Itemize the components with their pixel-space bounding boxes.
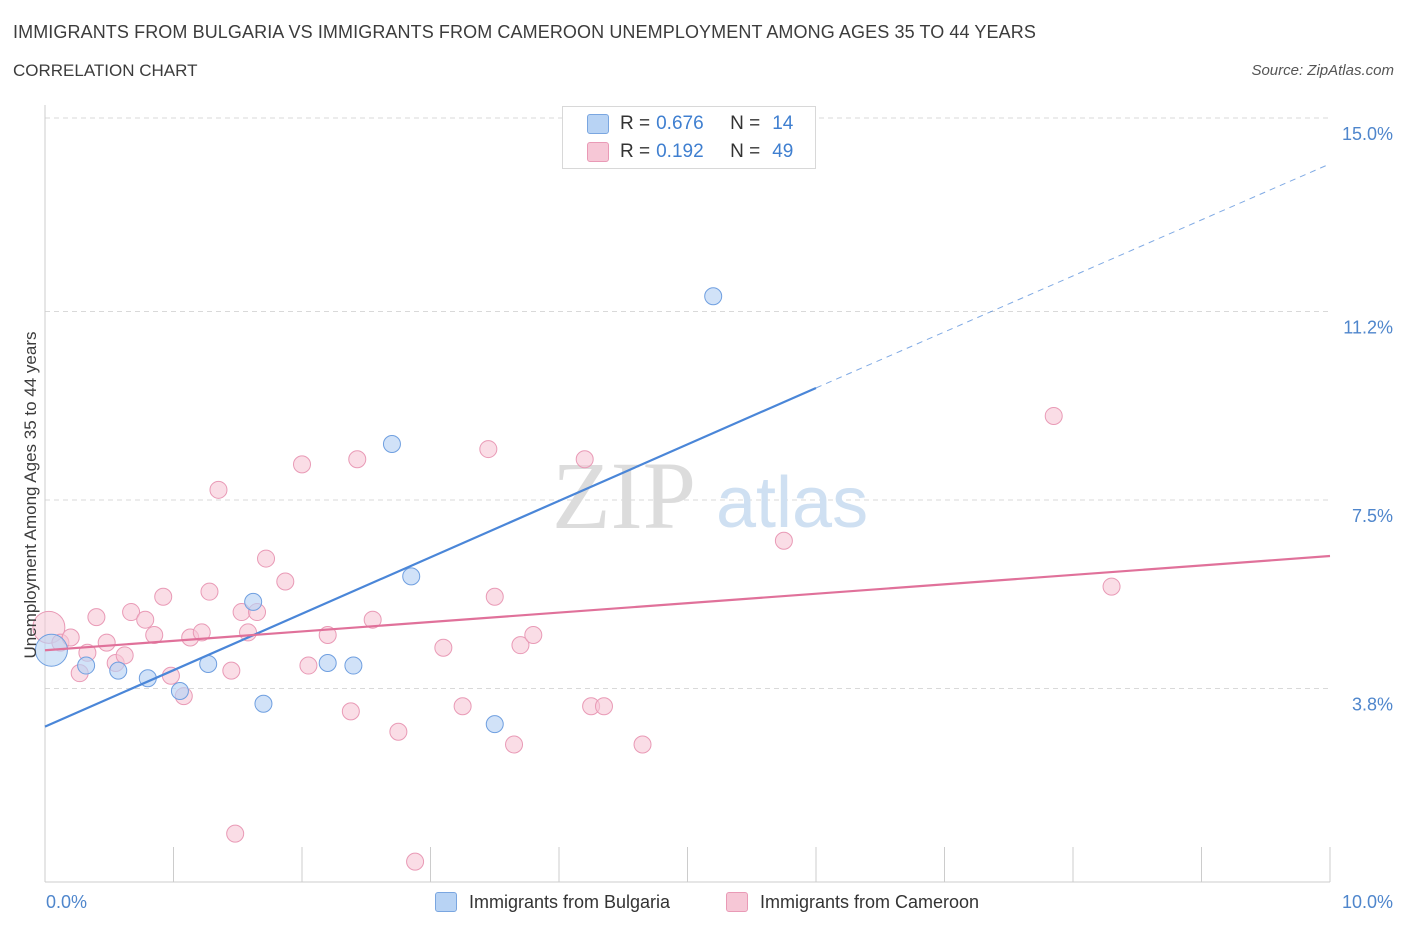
cameroon-point [192,623,211,642]
cameroon-swatch [726,892,748,912]
cameroon-point [115,646,134,665]
y-tick-label: 11.2% [1343,318,1393,338]
axes [44,105,1331,883]
legend-item-cameroon[interactable]: Immigrants from Cameroon [726,890,979,914]
n-value: 14 [772,113,794,134]
bulgaria-point [704,287,723,306]
cameroon-point [222,661,241,680]
cameroon-trend-line [44,554,1331,652]
bulgaria-point [402,567,421,586]
cameroon-point [200,582,219,601]
bulgaria-trend-line [44,386,817,728]
cameroon-point [505,735,524,754]
cameroon-point [293,455,311,474]
cameroon-point [363,610,382,629]
bulgaria-point [77,656,96,675]
y-tick-label: 7.5% [1352,506,1393,526]
y-axis-label: Unemployment Among Ages 35 to 44 years [21,332,40,659]
bulgaria-point [244,592,263,611]
cameroon-point [61,628,80,647]
cameroon-point [257,549,276,568]
r-value: 0.192 [656,141,704,162]
x-tick-label: 0.0% [46,892,87,912]
bulgaria-point [109,661,128,680]
cameroon-point [1102,577,1121,596]
legend-label-cameroon: Immigrants from Cameroon [760,891,980,912]
watermark-atlas: atlas [716,463,868,543]
bulgaria-point [382,434,401,453]
cameroon-point [633,735,652,754]
cameroon-point [136,610,155,629]
cameroon-point [774,531,793,550]
cameroon-point [1044,406,1063,425]
cameroon-point [209,480,228,499]
cameroon-point [145,625,164,644]
bulgaria-point [170,682,189,700]
y-tick-label: 3.8% [1352,694,1393,714]
cameroon-point [406,852,425,871]
cameroon-point [511,636,530,655]
legend-row-cameroon: R = 0.192 N = 49 [587,140,793,164]
watermark: ZIP atlas [552,442,868,549]
bulgaria-point [254,694,273,713]
series-bulgaria-points [34,287,723,734]
r-label: R = [620,141,651,162]
cameroon-point [299,656,318,675]
bulgaria-point [318,653,337,672]
cameroon-point [276,572,295,591]
cameroon-point [87,608,106,627]
cameroon-point [122,603,141,622]
cameroon-point [97,633,116,652]
r-value: 0.676 [656,113,704,134]
cameroon-point [226,824,245,843]
cameroon-point [524,625,543,644]
cameroon-point [348,450,367,469]
correlation-legend: R = 0.676 N = 14 R = 0.192 N = 49 [562,106,816,169]
n-label: N = [730,141,761,162]
bulgaria-trend-extension [815,163,1331,389]
n-value: 49 [772,141,794,162]
cameroon-point [434,638,453,657]
cameroon-point [479,440,498,459]
x-tick-label: 10.0% [1342,892,1393,912]
legend-label-bulgaria: Immigrants from Bulgaria [469,891,671,912]
cameroon-point [485,587,504,606]
legend-row-bulgaria: R = 0.676 N = 14 [587,112,793,136]
legend-item-bulgaria[interactable]: Immigrants from Bulgaria [435,890,670,914]
trend-lines [44,163,1331,728]
cameroon-swatch [587,142,609,162]
bulgaria-swatch [435,892,457,912]
bulgaria-point [485,715,504,734]
cameroon-point [594,697,613,716]
bulgaria-swatch [587,114,609,134]
cameroon-point [575,450,594,469]
n-label: N = [730,113,761,134]
bulgaria-point [344,656,363,675]
cameroon-point [154,587,173,606]
chart-title: IMMIGRANTS FROM BULGARIA VS IMMIGRANTS F… [13,22,1036,42]
chart-subtitle: CORRELATION CHART [13,61,198,80]
y-tick-label: 15.0% [1342,124,1393,144]
source-label[interactable]: Source: ZipAtlas.com [1251,62,1394,79]
r-label: R = [620,113,651,134]
cameroon-point [453,697,472,716]
cameroon-point [389,722,408,741]
x-tick-labels: 0.0% 10.0% [46,892,1393,912]
y-tick-labels: 3.8% 7.5% 11.2% 15.0% [1342,124,1393,714]
cameroon-point [341,702,360,721]
